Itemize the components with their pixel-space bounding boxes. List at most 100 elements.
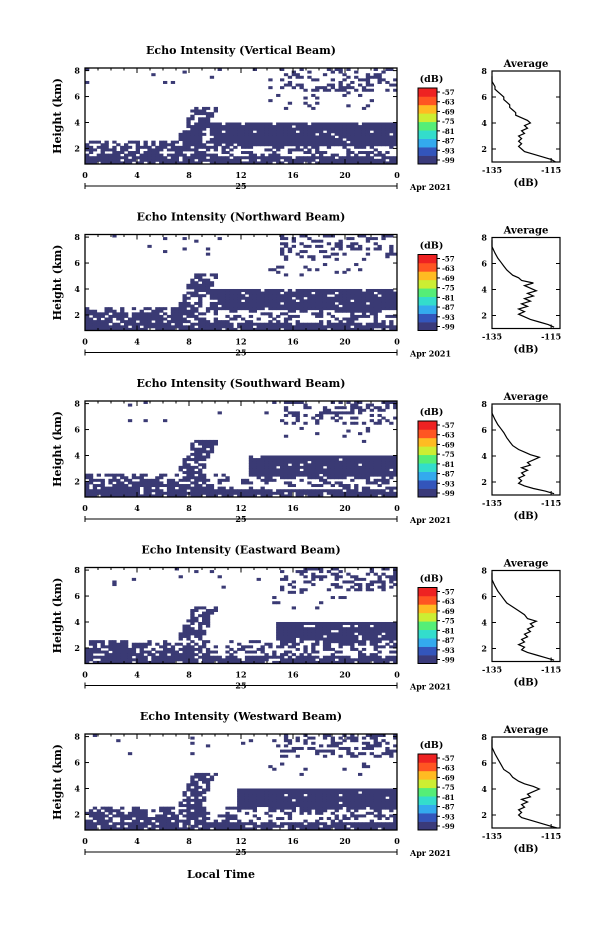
heatmap-cell [346, 634, 351, 638]
heatmap-cell [322, 125, 328, 129]
heatmap-cell [268, 791, 273, 795]
heatmap-cell [346, 153, 351, 157]
heatmap-cell [369, 637, 374, 641]
heatmap-cell [365, 83, 371, 87]
heatmap-cell [287, 294, 293, 298]
heatmap-cell [338, 629, 343, 633]
heatmap-cell [108, 317, 113, 321]
heatmap-cell [194, 140, 199, 144]
heatmap-cell [209, 283, 215, 287]
heatmap-cell [377, 455, 382, 459]
heatmap-cell [361, 741, 367, 745]
heatmap-cell [377, 325, 382, 329]
heatmap-cell [319, 127, 324, 131]
heatmap-cell [393, 473, 398, 477]
heatmap-cell [159, 819, 164, 823]
heatmap-cell [369, 655, 374, 659]
heatmap-cell [139, 309, 144, 313]
heatmap-cell [377, 629, 382, 633]
heatmap-cell [299, 634, 304, 638]
heatmap-cell [369, 151, 374, 155]
heatmap-cell [186, 156, 191, 160]
heatmap-cell [241, 322, 246, 326]
heatmap-cell [260, 796, 265, 800]
heatmap-cell [307, 156, 312, 160]
heatmap-cell [369, 413, 374, 417]
heatmap-cell [358, 145, 363, 149]
heatmap-cell [283, 322, 289, 326]
heatmap-cell [209, 114, 215, 118]
heatmap-cell [147, 158, 152, 162]
heatmap-cell [170, 653, 176, 657]
heatmap-cell [365, 481, 371, 485]
heatmap-cell [322, 632, 328, 636]
heatmap-cell [393, 486, 398, 490]
heatmap-cell [303, 138, 308, 142]
heatmap-cell [198, 125, 203, 129]
heatmap-cell [303, 806, 308, 810]
heatmap-cell [393, 491, 398, 495]
heatmap-cell [221, 814, 226, 818]
heatmap-cell [100, 145, 105, 149]
heatmap-cell [389, 645, 394, 649]
heatmap-cell [393, 140, 398, 144]
heatmap-cell [116, 486, 121, 490]
heatmap-cell [205, 647, 211, 651]
heatmap-cell [307, 660, 312, 664]
heatmap-cell [287, 135, 293, 139]
heatmap-cell [221, 288, 226, 292]
heatmap-cell [361, 791, 367, 795]
heatmap-cell [307, 299, 312, 303]
heatmap-cell [248, 819, 254, 823]
heatmap-cell [256, 130, 261, 134]
heatmap-cell [319, 809, 324, 813]
heatmap-cell [303, 250, 308, 254]
heatmap-cell [342, 596, 347, 600]
heatmap-cell [358, 460, 363, 464]
heatmap-cell [159, 158, 164, 162]
heatmap-cell [225, 138, 230, 142]
heatmap-cell [131, 811, 137, 815]
heatmap-cell [377, 645, 382, 649]
heatmap-cell [151, 809, 156, 813]
heatmap-cell [248, 793, 254, 797]
heatmap-cell [291, 291, 296, 295]
heatmap-cell [338, 491, 343, 495]
heatmap-cell [252, 824, 257, 828]
heatmap-cell [194, 647, 199, 651]
heatmap-cell [182, 145, 187, 149]
heatmap-cell [186, 304, 191, 308]
heatmap-cell [202, 445, 207, 449]
heatmap-cell [276, 489, 281, 493]
heatmap-cell [354, 127, 359, 131]
heatmap-cell [268, 463, 273, 467]
heatmap-cell [319, 288, 324, 292]
heatmap-cell [311, 627, 316, 631]
heatmap-cell [88, 811, 94, 815]
heatmap-cell [143, 819, 148, 823]
heatmap-cell [334, 491, 339, 495]
heatmap-cell [377, 478, 382, 482]
heatmap-cell [124, 327, 129, 331]
x-tick-label: 12 [235, 337, 246, 347]
heatmap-cell [221, 824, 226, 828]
heatmap-cell [291, 796, 296, 800]
heatmap-cell [182, 655, 187, 659]
heatmap-cell [346, 132, 351, 136]
heatmap-cell [178, 494, 183, 498]
heatmap-cell [358, 411, 363, 415]
heatmap-cell [159, 145, 164, 149]
heatmap-cell [280, 458, 285, 462]
heatmap-cell [381, 138, 386, 142]
x-tick-label: 4 [134, 170, 140, 180]
heatmap-cell [276, 471, 281, 475]
heatmap-cell [205, 653, 211, 657]
heatmap-cell [182, 158, 187, 162]
heatmap-cell [139, 312, 144, 316]
heatmap-cell [205, 822, 211, 826]
heatmap-cell [182, 325, 187, 329]
heatmap-cell [276, 301, 281, 305]
heatmap-cell [104, 317, 109, 321]
heatmap-cell [291, 143, 296, 147]
heatmap-cell [143, 314, 148, 318]
